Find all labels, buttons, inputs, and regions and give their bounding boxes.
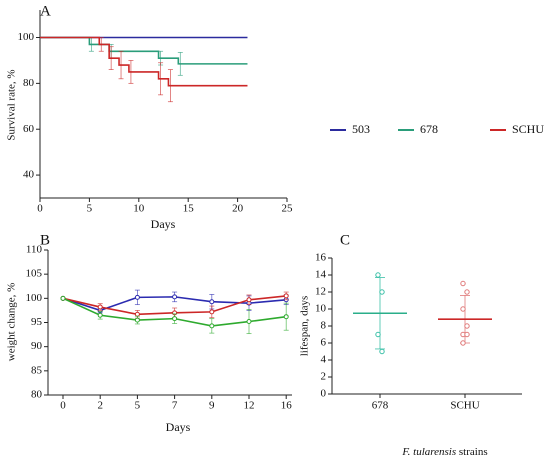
x-axis-label: Days [166,420,191,434]
marker [134,317,140,323]
point [460,306,466,312]
y-tick-label: 95 [31,316,43,328]
x-tick-label: 15 [183,203,195,215]
y-tick-label: 40 [23,169,35,181]
marker [246,297,252,303]
marker [209,323,215,329]
x-tick-label: 5 [135,400,141,412]
y-tick-label: 80 [23,77,35,89]
x-tick-label: 16 [281,400,293,412]
x-axis-label: F. tularensis strains [401,446,487,458]
marker [134,294,140,300]
y-tick-label: 10 [315,303,327,315]
y-tick-label: 100 [18,31,35,43]
marker [283,293,289,299]
y-tick-label: 12 [315,286,326,298]
legend-label: 678 [420,122,438,136]
marker [209,309,215,315]
y-tick-label: 4 [321,354,327,366]
y-tick-label: 90 [31,340,43,352]
y-tick-label: 80 [31,389,43,401]
y-tick-label: 6 [321,337,327,349]
y-tick-label: 14 [315,269,327,281]
marker [172,294,178,300]
x-axis-label-part: F. tularensis [401,446,456,458]
x-tick-label: 5 [87,203,93,215]
y-axis-label: weight change, % [6,283,18,362]
x-tick-label: SCHU [450,400,479,412]
legend-label: 503 [352,122,370,136]
marker [246,319,252,325]
point [379,348,385,355]
survival-line [40,36,248,65]
y-tick-label: 110 [26,244,43,256]
point [379,289,385,295]
x-axis-label: Days [151,217,176,231]
x-axis-label-part: strains [456,446,487,458]
point [460,340,466,346]
marker [134,311,140,317]
point [375,331,381,338]
x-tick-label: 25 [282,203,294,215]
legend-label: SCHU [512,122,544,136]
marker [209,299,215,305]
y-tick-label: 0 [321,388,327,400]
survival-line [40,36,248,87]
panel-label: B [40,232,50,248]
y-tick-label: 8 [321,320,327,332]
y-axis-label: lifespan, days [299,296,311,356]
point [464,331,470,338]
x-tick-label: 9 [209,400,215,412]
y-tick-label: 100 [26,292,43,304]
y-axis-label: Survival rate, % [6,69,18,140]
x-tick-label: 10 [133,203,145,215]
point [464,289,470,295]
point [375,272,381,278]
x-tick-label: 0 [60,400,66,412]
y-tick-label: 85 [31,364,43,376]
y-tick-label: 2 [321,371,327,383]
panel-label: A [40,3,51,19]
point [464,323,470,329]
marker [60,295,66,301]
x-tick-label: 12 [244,400,255,412]
y-tick-label: 60 [23,123,35,135]
y-tick-label: 105 [26,268,43,280]
marker [172,316,178,322]
marker [97,312,103,318]
panel-label: C [340,232,350,248]
x-tick-label: 20 [232,203,244,215]
marker [97,304,103,310]
point [460,280,466,287]
x-tick-label: 0 [37,203,43,215]
x-tick-label: 678 [372,400,389,412]
marker [283,314,289,320]
x-tick-label: 2 [97,400,103,412]
x-tick-label: 7 [172,400,178,412]
y-tick-label: 16 [315,252,327,264]
